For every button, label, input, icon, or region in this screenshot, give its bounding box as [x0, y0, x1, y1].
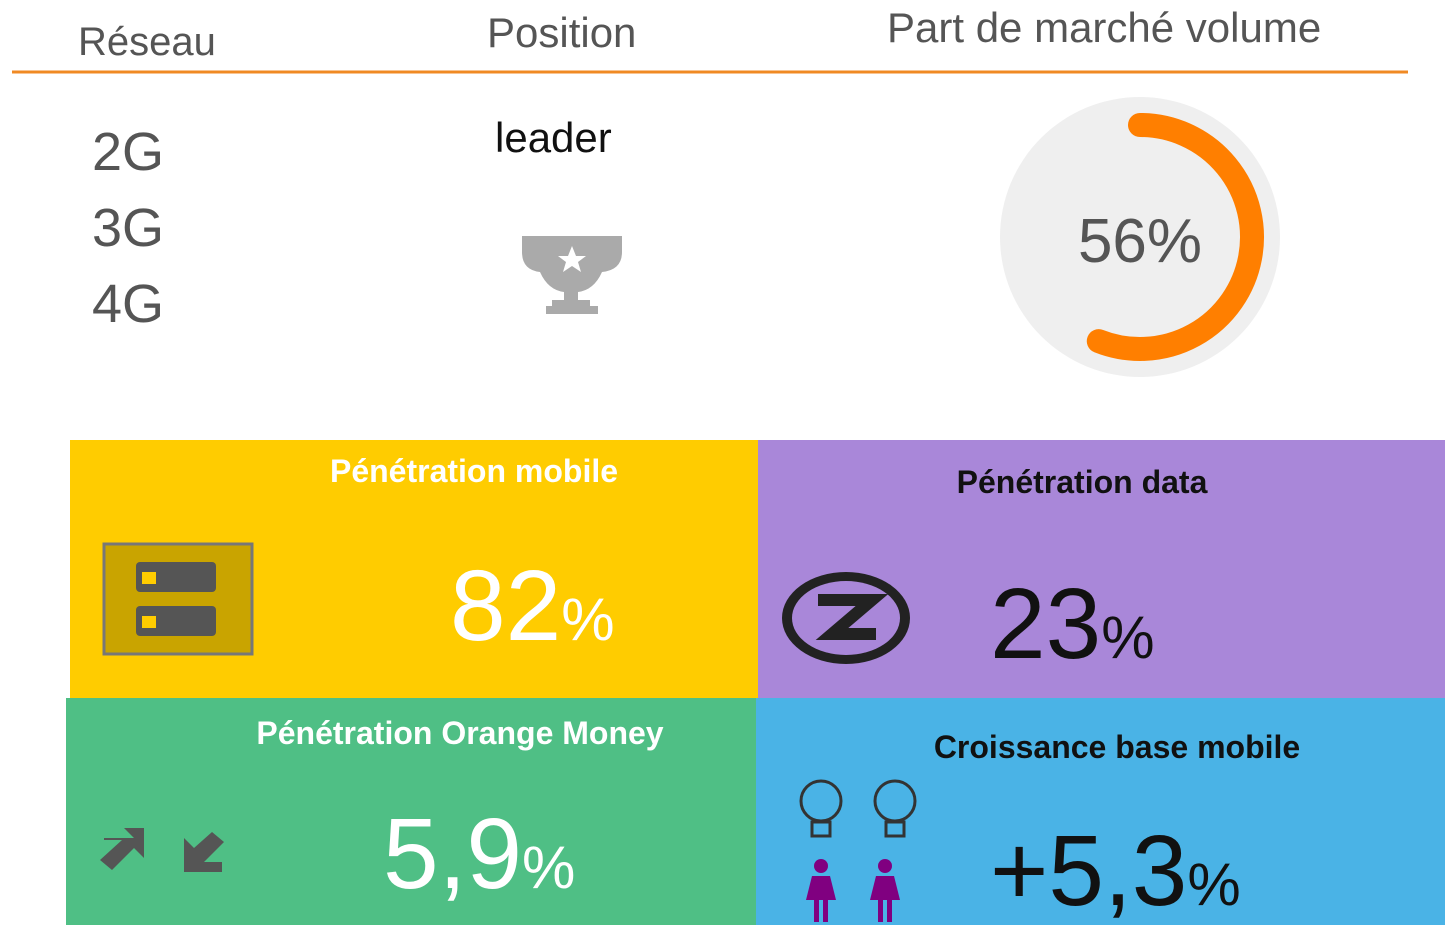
globe-icon — [782, 572, 910, 664]
people-icon — [799, 779, 917, 922]
share-label: 56% — [1078, 207, 1202, 276]
column-header: Réseau — [78, 20, 216, 64]
network: 2G — [92, 122, 164, 182]
sim-icon — [102, 542, 254, 656]
tile-value: +5,3% — [990, 815, 1241, 925]
network: 3G — [92, 198, 164, 258]
tile — [66, 698, 756, 925]
network: 4G — [92, 274, 164, 334]
position: leader — [495, 114, 612, 161]
tile-title: Pénétration data — [957, 464, 1208, 500]
unit: % — [522, 834, 575, 901]
unit: % — [1187, 851, 1240, 918]
unit: % — [561, 586, 614, 653]
tile-value: 23% — [990, 568, 1155, 680]
trophy-icon — [522, 236, 622, 314]
share-arc — [1086, 113, 1264, 361]
tile-value: 82% — [450, 550, 615, 662]
value: 23 — [990, 568, 1101, 680]
exchange-icon — [100, 828, 224, 872]
tile-title: Pénétration Orange Money — [256, 715, 663, 751]
donut-background — [1000, 97, 1280, 377]
value: 82 — [450, 550, 561, 662]
column-header: Position — [487, 9, 636, 56]
unit: % — [1101, 604, 1154, 671]
column-header: Part de marché volume — [887, 4, 1321, 51]
tile-title: Pénétration mobile — [330, 453, 618, 489]
tile — [756, 698, 1445, 925]
value: 5,9 — [383, 798, 522, 910]
tile-title: Croissance base mobile — [934, 729, 1300, 765]
tile-value: 5,9% — [383, 798, 575, 910]
value: +5,3 — [990, 815, 1187, 925]
